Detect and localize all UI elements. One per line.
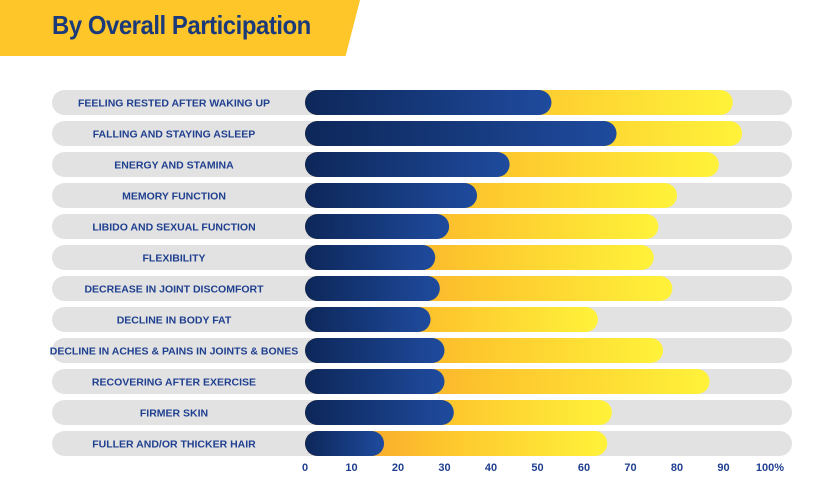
x-tick-label: 100% [756,462,784,474]
bar-segment-1 [305,276,440,301]
category-label: FIRMER SKIN [140,408,208,420]
bar-segment-1 [305,431,385,456]
bar-segment-1 [305,338,445,363]
chart-row: FIRMER SKIN [52,400,792,425]
chart-row: FLEXIBILITY [52,245,792,270]
chart-row: DECLINE IN BODY FAT [52,307,792,332]
x-tick-label: 10 [345,462,357,474]
chart-row: LIBIDO AND SEXUAL FUNCTION [52,214,792,239]
bar-segment-1 [305,369,445,394]
category-label: LIBIDO AND SEXUAL FUNCTION [92,222,255,234]
chart-title: By Overall Participation [52,10,311,40]
x-tick-label: 70 [624,462,636,474]
bar-segment-1 [305,152,510,177]
chart-row: FEELING RESTED AFTER WAKING UP [52,90,792,115]
title-banner [0,0,360,56]
x-tick-label: 50 [531,462,543,474]
category-label: RECOVERING AFTER EXERCISE [92,377,256,389]
category-label: FALLING AND STAYING ASLEEP [93,129,256,141]
bar-segment-1 [305,400,454,425]
chart-row: RECOVERING AFTER EXERCISE [52,369,792,394]
x-tick-label: 30 [438,462,450,474]
category-label: FULLER AND/OR THICKER HAIR [92,439,256,451]
category-label: ENERGY AND STAMINA [114,160,234,172]
chart-row: MEMORY FUNCTION [52,183,792,208]
category-label: FLEXIBILITY [143,253,206,265]
chart-row: DECREASE IN JOINT DISCOMFORT [52,276,792,301]
category-label: MEMORY FUNCTION [122,191,226,203]
chart-row: DECLINE IN ACHES & PAINS IN JOINTS & BON… [50,338,792,363]
x-tick-label: 20 [392,462,404,474]
x-tick-label: 60 [578,462,590,474]
category-label: DECLINE IN BODY FAT [117,315,232,327]
bar-segment-1 [305,183,478,208]
chart-row: FALLING AND STAYING ASLEEP [52,121,792,146]
x-tick-label: 0 [302,462,308,474]
category-label: DECREASE IN JOINT DISCOMFORT [84,284,264,296]
chart-row: ENERGY AND STAMINA [52,152,792,177]
category-label: FEELING RESTED AFTER WAKING UP [78,98,270,110]
x-tick-label: 80 [671,462,683,474]
category-label: DECLINE IN ACHES & PAINS IN JOINTS & BON… [50,346,299,358]
x-tick-label: 40 [485,462,497,474]
chart-row: FULLER AND/OR THICKER HAIR [52,431,792,456]
bar-segment-1 [305,90,552,115]
bar-segment-1 [305,214,450,239]
bar-segment-1 [305,121,617,146]
bar-segment-1 [305,245,436,270]
x-tick-label: 90 [717,462,729,474]
bar-segment-1 [305,307,431,332]
